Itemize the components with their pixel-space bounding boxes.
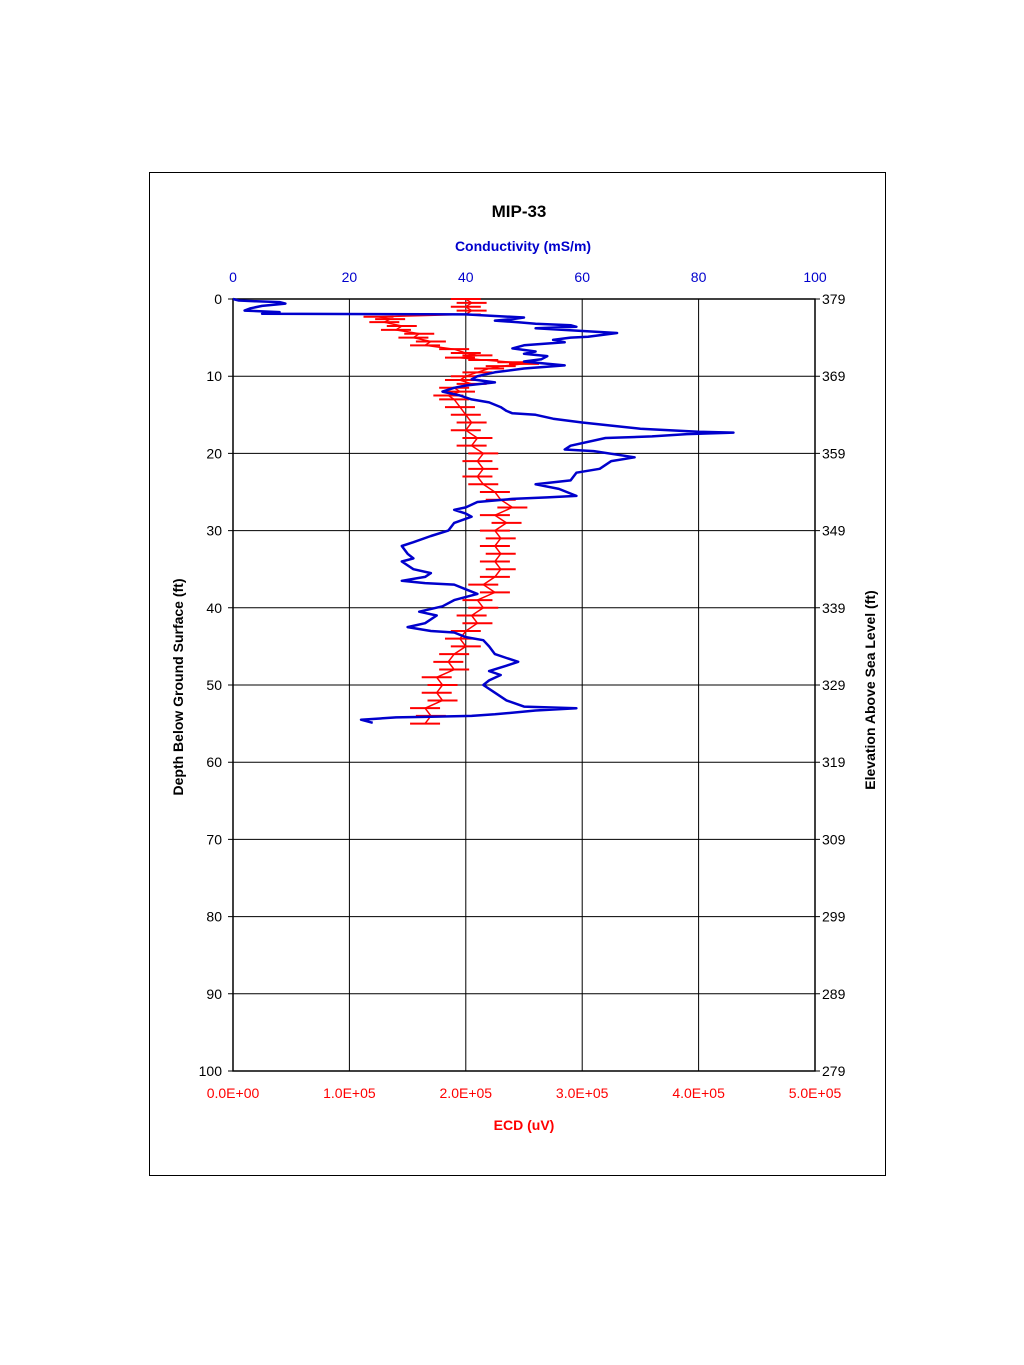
right-tick-label: 379 (822, 291, 846, 307)
right-tick-label: 309 (822, 831, 846, 847)
right-tick-label: 339 (822, 600, 846, 616)
right-tick-label: 279 (822, 1063, 846, 1079)
bottom-tick-label: 4.0E+05 (672, 1085, 725, 1101)
right-axis-label: Elevation Above Sea Level (ft) (862, 590, 878, 789)
top-axis-label: Conductivity (mS/m) (455, 238, 591, 254)
bottom-tick-label: 5.0E+05 (789, 1085, 842, 1101)
bottom-tick-label: 0.0E+00 (207, 1085, 260, 1101)
top-tick-label: 0 (229, 269, 237, 285)
bottom-tick-label: 1.0E+05 (323, 1085, 376, 1101)
plot-border (232, 298, 816, 1072)
left-tick-label: 90 (206, 986, 222, 1002)
left-tick-label: 10 (206, 368, 222, 384)
bottom-axis-label: ECD (uV) (494, 1117, 555, 1133)
chart-title: MIP-33 (492, 202, 547, 221)
right-tick-label: 319 (822, 754, 846, 770)
right-tick-label: 349 (822, 523, 846, 539)
right-tick-label: 289 (822, 986, 846, 1002)
right-tick-label: 369 (822, 368, 846, 384)
top-tick-label: 80 (691, 269, 707, 285)
left-tick-label: 20 (206, 445, 222, 461)
bottom-tick-label: 2.0E+05 (440, 1085, 493, 1101)
left-tick-label: 30 (206, 523, 222, 539)
left-axis-label: Depth Below Ground Surface (ft) (170, 579, 186, 796)
left-tick-label: 80 (206, 909, 222, 925)
left-tick-label: 40 (206, 600, 222, 616)
conductivity-series-line (232, 297, 735, 725)
top-tick-label: 60 (574, 269, 590, 285)
right-tick-label: 299 (822, 909, 846, 925)
left-tick-label: 60 (206, 754, 222, 770)
chart-svg: MIP-33 Conductivity (mS/m) ECD (uV) Dept… (170, 202, 878, 1133)
top-tick-label: 40 (458, 269, 474, 285)
top-tick-label: 20 (342, 269, 358, 285)
right-tick-label: 359 (822, 445, 846, 461)
left-tick-label: 100 (199, 1063, 223, 1079)
top-tick-label: 100 (803, 269, 827, 285)
chart-frame: MIP-33 Conductivity (mS/m) ECD (uV) Dept… (149, 172, 886, 1176)
left-tick-label: 0 (214, 291, 222, 307)
left-tick-label: 50 (206, 677, 222, 693)
left-tick-label: 70 (206, 831, 222, 847)
right-tick-label: 329 (822, 677, 846, 693)
bottom-tick-label: 3.0E+05 (556, 1085, 609, 1101)
